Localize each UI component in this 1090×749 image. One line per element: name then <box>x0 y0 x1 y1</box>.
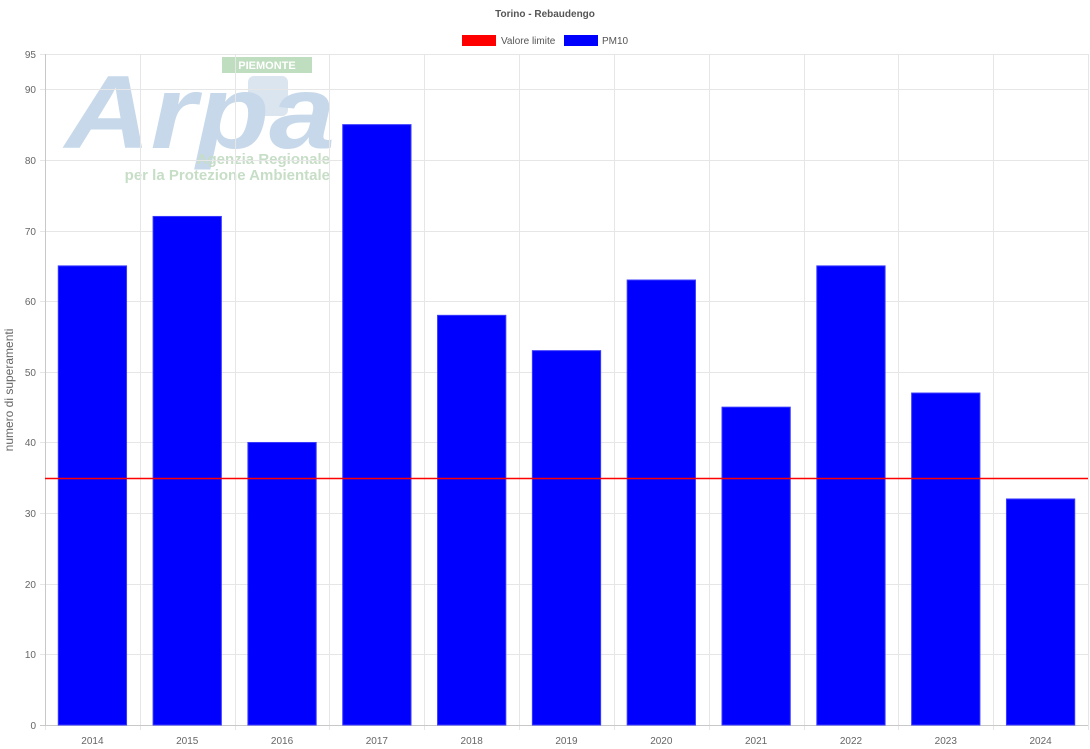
y-tick-label: 0 <box>30 721 36 732</box>
x-tick-label: 2020 <box>650 736 673 747</box>
x-tick-label: 2022 <box>840 736 863 747</box>
x-tick-label: 2017 <box>366 736 389 747</box>
x-tick-label: 2015 <box>176 736 199 747</box>
bar-pm10-2023[interactable] <box>911 392 981 726</box>
bar-pm10-2016[interactable] <box>247 441 317 726</box>
bar-pm10-2024[interactable] <box>1005 498 1076 726</box>
y-tick-label: 90 <box>25 85 37 96</box>
y-tick-label: 50 <box>25 368 37 379</box>
legend-label-limit: Valore limite <box>501 36 556 47</box>
bar-pm10-2014[interactable] <box>57 265 128 726</box>
y-tick-label: 60 <box>25 297 37 308</box>
x-tick-label: 2024 <box>1029 736 1052 747</box>
legend-item-limit[interactable]: Valore limite <box>462 35 556 47</box>
watermark-region: PIEMONTE <box>238 60 295 72</box>
bar-pm10-2018[interactable] <box>437 314 507 726</box>
x-tick-label: 2019 <box>555 736 578 747</box>
bar-pm10-2019[interactable] <box>531 350 602 726</box>
arpa-watermark-logo: PIEMONTE Arpa Agenzia Regionale per la P… <box>62 55 335 184</box>
legend-label-pm10: PM10 <box>602 36 629 47</box>
piemonte-banner <box>222 57 312 73</box>
y-tick-label: 70 <box>25 227 37 238</box>
bars <box>57 124 1076 726</box>
watermark-line1: Agenzia Regionale <box>197 151 330 168</box>
watermark-name: Arpa <box>62 55 335 171</box>
y-tick-label: 20 <box>25 580 37 591</box>
x-tick-label: 2021 <box>745 736 768 747</box>
x-tick-label: 2016 <box>271 736 294 747</box>
legend-item-pm10[interactable]: PM10 <box>564 35 629 47</box>
bar-pm10-2015[interactable] <box>152 215 222 726</box>
y-tick-label: 10 <box>25 650 37 661</box>
legend-swatch-limit <box>462 35 496 46</box>
bar-pm10-2020[interactable] <box>626 279 696 726</box>
x-axis-ticks: 2014 2015 2016 2017 2018 2019 2020 2021 2022 2023… <box>81 736 1052 747</box>
bar-pm10-2017[interactable] <box>342 124 412 726</box>
y-tick-label: 30 <box>25 509 37 520</box>
y-tick-label: 80 <box>25 156 37 167</box>
y-tick-label: 95 <box>25 50 37 61</box>
y-axis-ticks: 0 10 20 30 40 50 60 70 80 90 95 <box>25 50 37 732</box>
y-tick-label: 40 <box>25 438 37 449</box>
x-tick-label: 2023 <box>935 736 958 747</box>
watermark-line2: per la Protezione Ambientale <box>125 167 330 184</box>
bar-pm10-2021[interactable] <box>721 406 791 726</box>
coat-of-arms-icon <box>248 76 288 116</box>
x-tick-label: 2014 <box>81 736 104 747</box>
legend-swatch-pm10 <box>564 35 598 46</box>
x-tick-label: 2018 <box>461 736 484 747</box>
bar-pm10-2022[interactable] <box>816 265 886 726</box>
chart-title: Torino - Rebaudengo <box>495 9 595 20</box>
legend[interactable]: Valore limite PM10 <box>462 35 629 47</box>
y-axis-label: numero di superamenti <box>2 329 16 452</box>
